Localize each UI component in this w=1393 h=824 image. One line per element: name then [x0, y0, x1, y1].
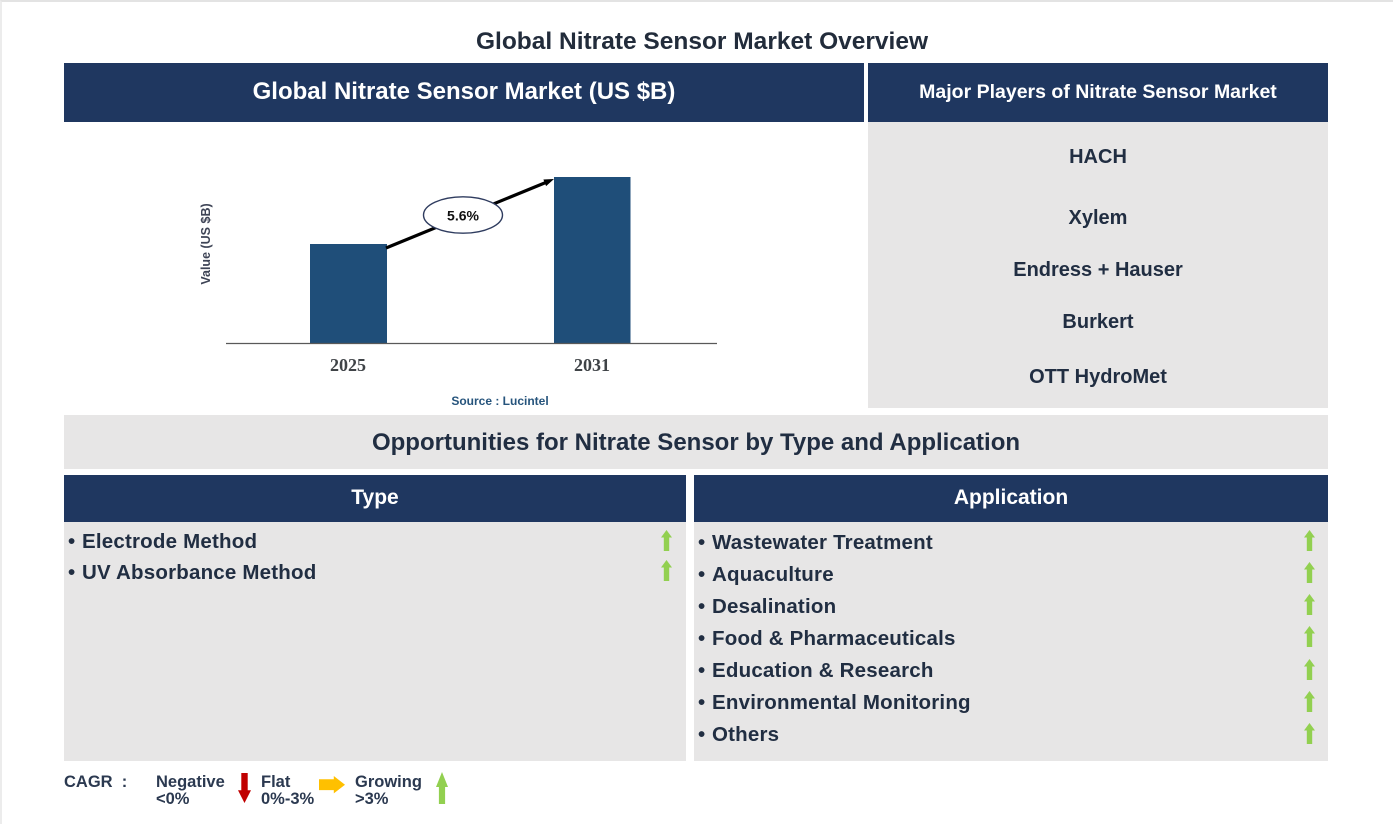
svg-text:2025: 2025	[330, 355, 366, 375]
svg-text:Source : Lucintel: Source : Lucintel	[451, 394, 548, 408]
svg-text:2031: 2031	[574, 355, 610, 375]
svg-text:Value (US $B): Value (US $B)	[199, 203, 213, 284]
svg-text:5.6%: 5.6%	[447, 208, 479, 224]
